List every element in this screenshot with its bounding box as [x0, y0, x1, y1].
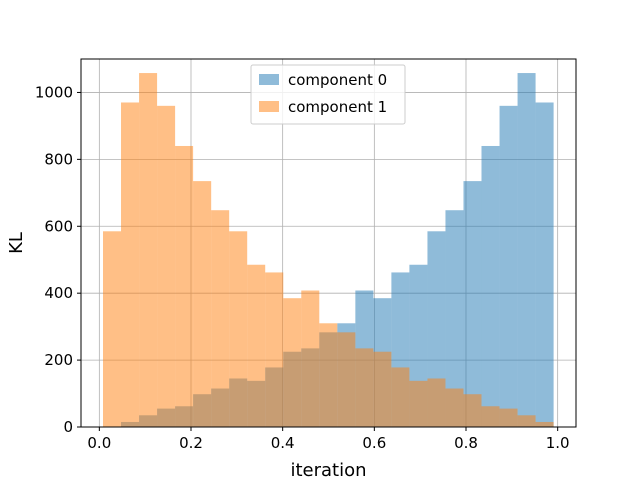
- bar-component-1-bin-9: [265, 272, 284, 427]
- bar-component-1-bin-7: [229, 231, 248, 427]
- bar-component-1-bin-11: [301, 290, 320, 427]
- bar-component-1-bin-15: [373, 351, 392, 427]
- y-tick-label-1: 200: [44, 351, 73, 369]
- bar-component-1-bin-21: [481, 406, 500, 427]
- bar-component-0-bin-23: [517, 73, 536, 428]
- bar-component-1-bin-17: [409, 380, 428, 427]
- bar-component-1-bin-20: [463, 394, 482, 427]
- bar-component-1-bin-0: [103, 231, 122, 427]
- y-tick-label-2: 400: [44, 284, 73, 302]
- y-axis-label: KL: [6, 232, 27, 254]
- legend-label-component-0: component 0: [288, 71, 387, 89]
- bar-component-1-bin-19: [445, 388, 464, 427]
- x-axis-label: iteration: [290, 460, 366, 480]
- bar-component-0-bin-19: [445, 210, 464, 427]
- bar-component-1-bin-24: [535, 421, 554, 427]
- y-tick-label-4: 800: [44, 150, 73, 168]
- bar-component-1-bin-5: [193, 181, 212, 427]
- bar-component-1-bin-4: [175, 145, 194, 427]
- legend: component 0 component 1: [250, 64, 406, 125]
- bar-component-1-bin-14: [355, 348, 374, 427]
- y-axis-ticks: 0 200 400 600 800 1000: [35, 83, 81, 436]
- x-tick-label-1: 0.2: [179, 434, 203, 452]
- bars-component-1: [103, 73, 554, 428]
- x-tick-label-4: 0.8: [454, 434, 478, 452]
- bar-component-0-bin-24: [535, 102, 554, 427]
- x-tick-label-3: 0.6: [362, 434, 386, 452]
- y-tick-label-3: 600: [44, 217, 73, 235]
- bar-component-1-bin-10: [283, 298, 302, 427]
- bar-component-1-bin-2: [139, 73, 158, 428]
- x-tick-label-2: 0.4: [271, 434, 295, 452]
- bar-component-1-bin-8: [247, 264, 266, 427]
- legend-swatch-component-0: [259, 74, 279, 85]
- bar-component-1-bin-12: [319, 323, 338, 427]
- bar-component-0-bin-18: [427, 231, 446, 427]
- x-tick-label-0: 0.0: [87, 434, 111, 452]
- bar-component-0-bin-22: [499, 105, 518, 427]
- bar-component-1-bin-22: [499, 408, 518, 427]
- bar-component-1-bin-6: [211, 210, 230, 427]
- bar-component-1-bin-13: [337, 332, 356, 427]
- x-axis-ticks: 0.0 0.2 0.4 0.6 0.8 1.0: [87, 427, 570, 452]
- legend-label-component-1: component 1: [288, 98, 387, 116]
- bar-component-1-bin-16: [391, 367, 410, 427]
- legend-swatch-component-1: [259, 101, 279, 112]
- bar-component-1-bin-1: [121, 102, 140, 427]
- y-tick-label-0: 0: [63, 418, 73, 436]
- axes-frame: [80, 58, 577, 428]
- y-tick-label-5: 1000: [35, 83, 73, 101]
- bar-component-0-bin-21: [481, 145, 500, 427]
- bar-component-1-bin-18: [427, 378, 446, 427]
- bar-component-1-bin-23: [517, 415, 536, 427]
- bar-component-1-bin-3: [157, 105, 176, 427]
- x-tick-label-5: 1.0: [546, 434, 570, 452]
- bar-component-0-bin-20: [463, 181, 482, 427]
- legend-box: [250, 64, 406, 125]
